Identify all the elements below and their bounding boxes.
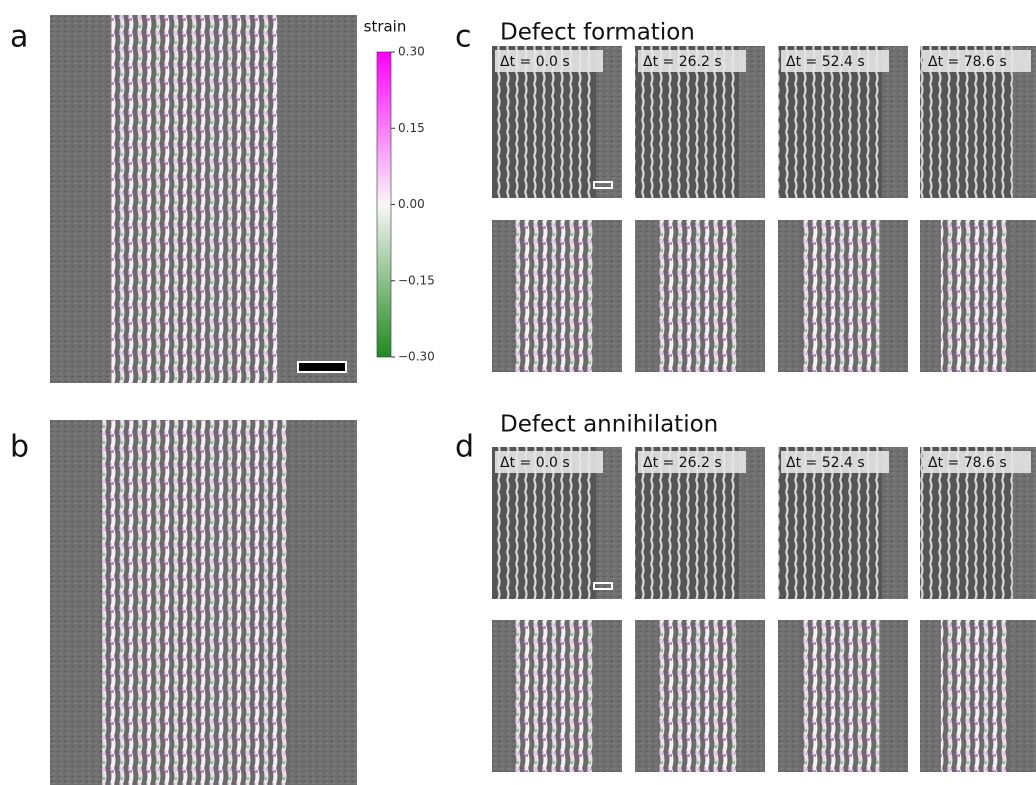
scale-bar bbox=[298, 362, 346, 372]
colorbar-tick-label: 0.30 bbox=[398, 45, 425, 59]
time-label: Δt = 52.4 s bbox=[786, 455, 865, 471]
colorbar-tick-label: 0.15 bbox=[398, 121, 425, 135]
sample-band bbox=[515, 220, 593, 372]
colorbar-tick-label: −0.15 bbox=[398, 273, 435, 287]
time-label: Δt = 78.6 s bbox=[928, 54, 1007, 70]
time-label: Δt = 26.2 s bbox=[643, 455, 722, 471]
panel-label: b bbox=[10, 430, 29, 465]
time-label: Δt = 26.2 s bbox=[643, 54, 722, 70]
panel-label: d bbox=[455, 430, 474, 465]
panel-label: c bbox=[455, 20, 472, 55]
panel-title: Defect formation bbox=[500, 20, 695, 46]
sample-band bbox=[111, 15, 277, 383]
colorbar bbox=[377, 52, 391, 357]
figure: a b c Defect formation d Defect annihila… bbox=[0, 0, 1036, 785]
colorbar-label: strain bbox=[364, 18, 407, 36]
sample-band bbox=[801, 220, 879, 372]
sample-band bbox=[801, 620, 879, 772]
colorbar-tick-label: −0.30 bbox=[398, 350, 435, 364]
sample-band bbox=[941, 220, 1011, 372]
micrographs bbox=[50, 15, 1036, 785]
time-label: Δt = 52.4 s bbox=[786, 54, 865, 70]
sample-band bbox=[658, 220, 736, 372]
time-label: Δt = 0.0 s bbox=[500, 455, 570, 471]
colorbar-tick-label: 0.00 bbox=[398, 197, 425, 211]
sample-band bbox=[658, 620, 736, 772]
panel-label: a bbox=[10, 20, 28, 55]
time-label: Δt = 78.6 s bbox=[928, 455, 1007, 471]
sample-band bbox=[515, 620, 593, 772]
time-label: Δt = 0.0 s bbox=[500, 54, 570, 70]
sample-band bbox=[102, 420, 289, 785]
sample-band bbox=[941, 620, 1011, 772]
panel-title: Defect annihilation bbox=[500, 412, 718, 438]
